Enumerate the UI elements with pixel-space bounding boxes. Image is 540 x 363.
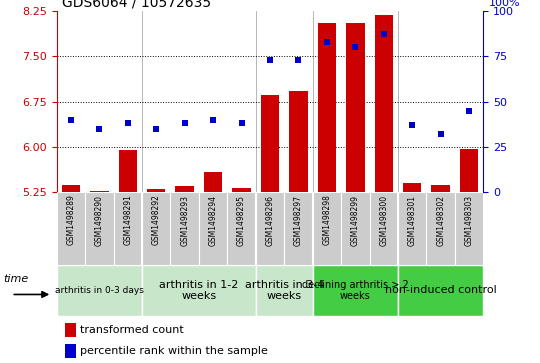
- FancyBboxPatch shape: [57, 192, 85, 265]
- Bar: [65, 323, 76, 337]
- Point: [124, 121, 132, 126]
- Bar: [403, 183, 421, 192]
- Bar: [90, 191, 109, 192]
- FancyBboxPatch shape: [369, 192, 398, 265]
- Bar: [318, 23, 336, 192]
- Point: [408, 122, 416, 128]
- FancyBboxPatch shape: [113, 192, 142, 265]
- FancyBboxPatch shape: [313, 192, 341, 265]
- FancyBboxPatch shape: [398, 265, 483, 316]
- Text: GSM1498292: GSM1498292: [152, 195, 161, 245]
- Point: [465, 108, 474, 114]
- FancyBboxPatch shape: [199, 192, 227, 265]
- Text: arthritis in 3-4
weeks: arthritis in 3-4 weeks: [245, 280, 324, 301]
- FancyBboxPatch shape: [313, 265, 398, 316]
- Point: [322, 39, 331, 45]
- FancyBboxPatch shape: [256, 265, 313, 316]
- Point: [180, 121, 189, 126]
- Text: GSM1498298: GSM1498298: [322, 195, 332, 245]
- Bar: [232, 188, 251, 192]
- Text: GDS6064 / 10572635: GDS6064 / 10572635: [62, 0, 211, 9]
- FancyBboxPatch shape: [284, 192, 313, 265]
- Text: time: time: [3, 274, 28, 284]
- Text: arthritis in 1-2
weeks: arthritis in 1-2 weeks: [159, 280, 239, 301]
- FancyBboxPatch shape: [455, 192, 483, 265]
- Bar: [460, 149, 478, 192]
- Bar: [204, 172, 222, 192]
- Text: GSM1498297: GSM1498297: [294, 195, 303, 245]
- Text: 100%: 100%: [489, 0, 521, 8]
- Text: percentile rank within the sample: percentile rank within the sample: [80, 346, 268, 356]
- Text: GSM1498293: GSM1498293: [180, 195, 189, 245]
- Text: declining arthritis > 2
weeks: declining arthritis > 2 weeks: [302, 280, 409, 301]
- Bar: [346, 23, 364, 192]
- FancyBboxPatch shape: [427, 192, 455, 265]
- Point: [152, 126, 160, 132]
- FancyBboxPatch shape: [57, 265, 142, 316]
- Point: [66, 117, 75, 123]
- FancyBboxPatch shape: [85, 192, 113, 265]
- FancyBboxPatch shape: [341, 192, 369, 265]
- Point: [436, 131, 445, 137]
- Point: [294, 57, 303, 63]
- Bar: [261, 95, 279, 192]
- FancyBboxPatch shape: [227, 192, 256, 265]
- Bar: [65, 344, 76, 358]
- Text: GSM1498301: GSM1498301: [408, 195, 417, 245]
- Text: GSM1498294: GSM1498294: [208, 195, 218, 245]
- Bar: [119, 150, 137, 192]
- Text: GSM1498302: GSM1498302: [436, 195, 445, 245]
- Text: GSM1498289: GSM1498289: [66, 195, 76, 245]
- Text: non-induced control: non-induced control: [385, 285, 496, 295]
- Text: GSM1498296: GSM1498296: [266, 195, 274, 245]
- Bar: [375, 15, 393, 192]
- Bar: [62, 185, 80, 192]
- Point: [237, 121, 246, 126]
- FancyBboxPatch shape: [398, 192, 427, 265]
- Bar: [431, 184, 450, 192]
- Text: GSM1498303: GSM1498303: [464, 195, 474, 246]
- FancyBboxPatch shape: [256, 192, 284, 265]
- Bar: [147, 189, 165, 192]
- FancyBboxPatch shape: [142, 192, 171, 265]
- Text: GSM1498299: GSM1498299: [351, 195, 360, 245]
- FancyBboxPatch shape: [142, 265, 256, 316]
- Text: arthritis in 0-3 days: arthritis in 0-3 days: [55, 286, 144, 295]
- Point: [351, 44, 360, 50]
- Bar: [289, 91, 308, 192]
- FancyBboxPatch shape: [171, 192, 199, 265]
- Point: [209, 117, 218, 123]
- Text: GSM1498300: GSM1498300: [379, 195, 388, 246]
- Text: GSM1498295: GSM1498295: [237, 195, 246, 245]
- Text: GSM1498290: GSM1498290: [95, 195, 104, 245]
- Point: [266, 57, 274, 63]
- Bar: [176, 186, 194, 192]
- Point: [380, 32, 388, 37]
- Text: GSM1498291: GSM1498291: [123, 195, 132, 245]
- Point: [95, 126, 104, 132]
- Text: transformed count: transformed count: [80, 325, 184, 335]
